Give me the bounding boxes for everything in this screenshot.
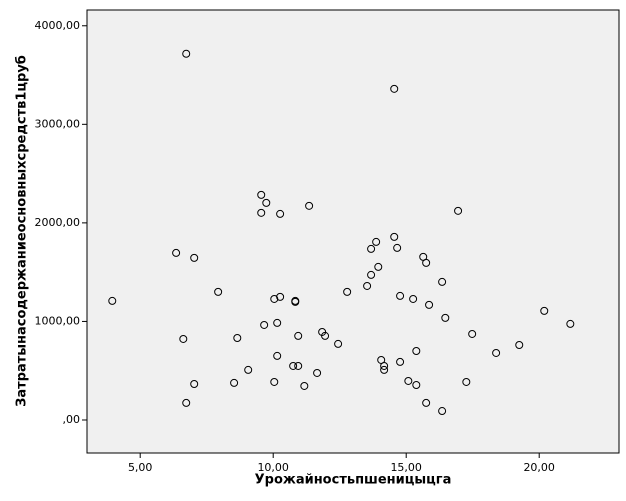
x-axis-title: Урожайностьпшеницыцга — [255, 473, 452, 488]
point — [305, 201, 314, 210]
point — [190, 253, 199, 262]
point — [182, 398, 191, 407]
point — [462, 377, 471, 386]
point — [393, 243, 402, 252]
x-tick-label: 15,00 — [390, 461, 422, 474]
point — [422, 258, 431, 267]
point — [260, 320, 269, 329]
point — [182, 49, 191, 58]
point — [313, 368, 322, 377]
point — [566, 319, 575, 328]
point — [367, 270, 376, 279]
point — [422, 398, 431, 407]
point — [273, 318, 282, 327]
point — [438, 407, 447, 416]
point — [108, 296, 117, 305]
point — [396, 291, 405, 300]
point — [367, 244, 376, 253]
y-axis-title: Затратынасодержаниеосновныхсредств1цруб — [15, 55, 30, 407]
point — [257, 190, 266, 199]
point — [404, 376, 413, 385]
point — [291, 297, 300, 306]
point — [276, 209, 285, 218]
point — [334, 339, 343, 348]
point — [380, 365, 389, 374]
point — [390, 84, 399, 93]
point — [441, 313, 450, 322]
point — [289, 361, 298, 370]
point — [300, 381, 309, 390]
point — [262, 198, 271, 207]
y-tick-label: 4000,00 — [35, 19, 81, 32]
point — [172, 248, 181, 257]
point — [294, 361, 303, 370]
point — [276, 292, 285, 301]
x-tick-label: 20,00 — [523, 461, 555, 474]
x-tick-label: 10,00 — [257, 461, 289, 474]
point — [321, 331, 330, 340]
y-tick-label: 2000,00 — [35, 216, 81, 229]
y-tick-label: 1000,00 — [35, 314, 81, 327]
point — [380, 361, 389, 370]
point — [257, 208, 266, 217]
point — [409, 294, 418, 303]
point — [425, 300, 434, 309]
point — [412, 380, 421, 389]
point — [372, 237, 381, 246]
point — [343, 287, 352, 296]
y-tick-label: ,00 — [63, 413, 81, 426]
point — [214, 287, 223, 296]
point — [374, 262, 383, 271]
y-tick-label: 3000,00 — [35, 117, 81, 130]
point — [270, 294, 279, 303]
point — [179, 334, 188, 343]
point — [396, 357, 405, 366]
x-tick-label: 5,00 — [128, 461, 153, 474]
point — [190, 380, 199, 389]
point — [363, 281, 372, 290]
point — [294, 331, 303, 340]
point — [390, 232, 399, 241]
point — [233, 333, 242, 342]
point — [540, 306, 549, 315]
point — [468, 329, 477, 338]
point — [244, 365, 253, 374]
point — [270, 377, 279, 386]
point — [438, 277, 447, 286]
point — [412, 346, 421, 355]
point — [273, 351, 282, 360]
point — [230, 378, 239, 387]
plot-area — [86, 9, 620, 454]
point — [492, 348, 501, 357]
point — [515, 340, 524, 349]
point — [454, 206, 463, 215]
